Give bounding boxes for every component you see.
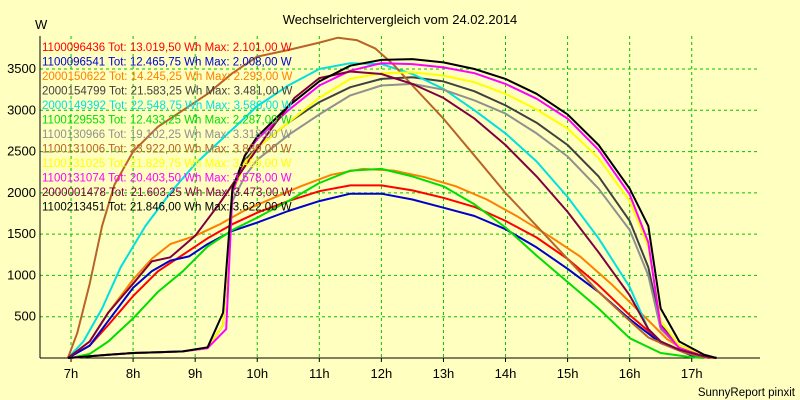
legend-entry: 2000149392 Tot: 22.548,75 Wh Max: 3.586,… [42,100,293,112]
x-tick-label: 13h [433,366,455,381]
tick-labels: 500 1000 1500 2000 2500 3000 3500 7h 8h 9h 10h 11h 1… [7,61,702,381]
legend-entry: 1100131025 Tot: 21.829,75 Wh Max: 3.469,… [42,158,292,170]
legend-entry: 1100096436 Tot: 13.019,50 Wh Max: 2.101,… [42,42,292,54]
x-tick-label: 15h [557,366,579,381]
legend-entry: 1100130966 Tot: 19.102,25 Wh Max: 3.318,… [42,129,292,141]
axes [39,36,760,362]
y-tick-label: 2500 [7,144,36,159]
x-tick-label: 7h [64,366,78,381]
series-lines [66,36,717,359]
series-line-1100129553 [70,167,705,359]
footer-credit: SunnyReport pinxit [698,387,796,399]
legend-entry: 1100131074 Tot: 20.403,50 Wh Max: 3.578,… [42,173,292,185]
x-tick-label: 17h [681,366,703,381]
chart-title: Wechselrichtervergleich vom 24.02.2014 [283,12,518,27]
series-line-1100213451 [67,58,717,359]
series-line-2000150622 [67,167,711,359]
legend-entry: 1100213451 Tot: 21.846,00 Wh Max: 3.622,… [42,202,292,214]
x-tick-label: 14h [495,366,517,381]
legend-entry: 1100131006 Tot: 23.922,00 Wh Max: 3.889,… [42,144,292,156]
x-tick-label: 12h [371,366,393,381]
x-tick-label: 16h [619,366,641,381]
legend-entry: 2000154799 Tot: 21.583,25 Wh Max: 3.481,… [42,86,293,98]
y-tick-label: 1000 [7,267,36,282]
x-tick-label: 10h [246,366,268,381]
y-tick-label: 3000 [7,102,36,117]
x-tick-label: 11h [309,366,330,381]
legend: 1100096436 Tot: 13.019,50 Wh Max: 2.101,… [42,42,293,214]
y-tick-label: 1500 [7,226,36,241]
legend-entry: 2000150622 Tot: 14.245,25 Wh Max: 2.293,… [42,71,293,83]
legend-entry: 1100129553 Tot: 12.433,25 Wh Max: 2.287,… [42,115,292,127]
grid [40,36,760,358]
y-tick-label: 2000 [7,185,36,200]
legend-entry: 2000001478 Tot: 21.603,25 Wh Max: 3.473,… [42,187,293,199]
y-axis-label: W [35,17,48,32]
series-line-2000001478 [67,70,717,359]
y-tick-label: 3500 [7,61,36,76]
x-tick-label: 9h [188,366,202,381]
series-line-1100096436 [67,184,711,359]
legend-entry: 1100096541 Tot: 12.465,75 Wh Max: 2.008,… [42,57,292,69]
x-tick-label: 8h [126,366,140,381]
series-line-1100131006 [66,36,717,359]
y-tick-label: 500 [14,309,36,324]
